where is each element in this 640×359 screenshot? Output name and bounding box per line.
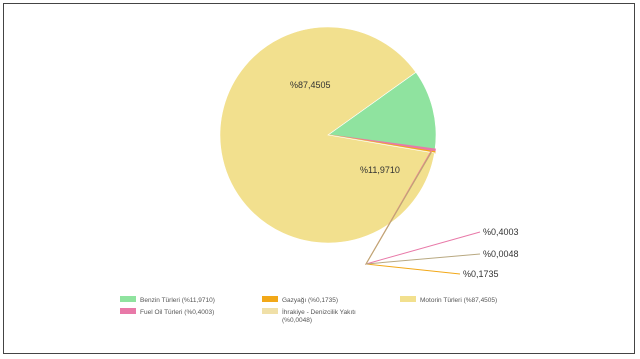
legend-label: İhrakiye - Denizcilik Yakıtı (%0,0048): [282, 307, 356, 324]
legend-swatch: [400, 296, 416, 302]
slice-label: %0,0048: [483, 249, 519, 259]
slice-label: %87,4505: [290, 80, 331, 90]
legend-label: Motorin Türleri (%87,4505): [420, 297, 497, 304]
pie-slice: [327, 71, 437, 150]
legend-swatch: [262, 296, 278, 302]
legend-label: Benzin Türleri (%11,9710): [140, 297, 215, 304]
slice-label: %11,9710: [360, 165, 400, 175]
slice-label: %0,1735: [463, 269, 499, 279]
legend-swatch: [120, 308, 136, 314]
legend-swatch: [262, 308, 278, 314]
legend-swatch: [120, 296, 136, 302]
slice-label: %0,4003: [483, 227, 519, 237]
leader-line: [365, 152, 481, 265]
legend-label: Gazyağı (%0,1735): [282, 297, 338, 304]
legend-label: Fuel Oil Türleri (%0,4003): [140, 309, 214, 316]
